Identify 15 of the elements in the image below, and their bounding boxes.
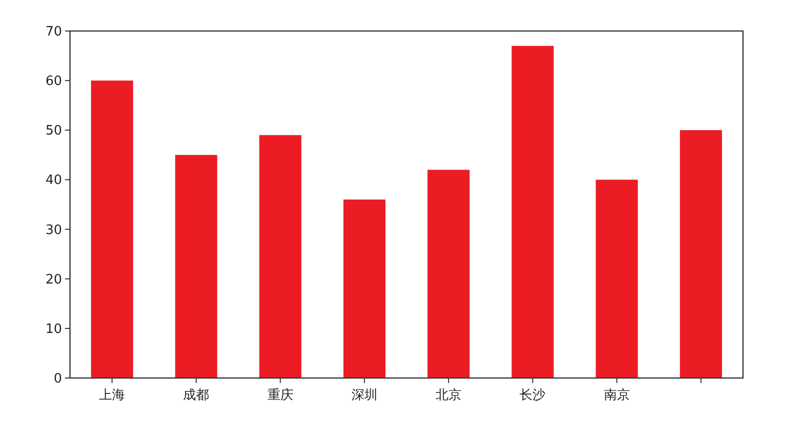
y-tick-label: 70 [45, 24, 62, 40]
y-tick-label: 20 [45, 272, 62, 288]
y-tick-label: 50 [45, 124, 62, 139]
x-tick-label: 重庆 [267, 388, 294, 403]
y-tick-label: 60 [45, 74, 62, 90]
x-tick-label: 南京 [604, 388, 630, 403]
y-tick-label: 40 [45, 173, 62, 188]
x-tick-label: 深圳 [351, 388, 378, 403]
x-tick-label: 成都 [183, 388, 210, 403]
y-tick-label: 10 [45, 322, 62, 337]
y-tick-label: 30 [45, 222, 62, 238]
x-tick-label: 北京 [436, 388, 462, 403]
x-tick-label: 上海 [99, 388, 126, 403]
y-tick-label: 0 [54, 372, 62, 386]
x-tick-label: 长沙 [520, 388, 546, 403]
